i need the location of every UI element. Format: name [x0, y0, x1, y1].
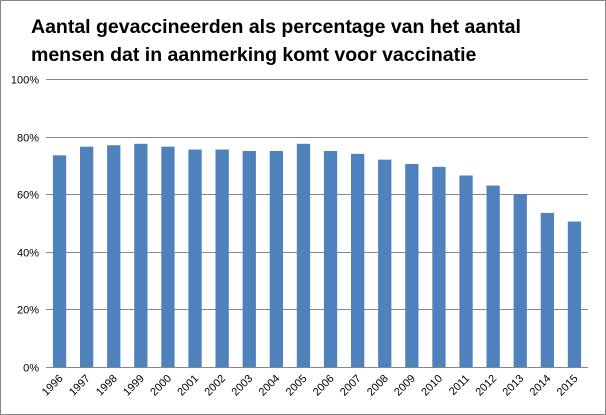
y-tick-label: 80%	[17, 133, 39, 145]
bar-2006	[323, 151, 338, 367]
bar-2001	[188, 149, 202, 367]
x-tick-label: 1999	[121, 373, 147, 399]
gridlines	[46, 79, 588, 368]
x-tick-label: 2013	[501, 373, 527, 399]
bar-2005	[296, 143, 311, 367]
bar-2003	[242, 151, 256, 367]
x-tick-label: 1998	[94, 373, 120, 399]
bar-2014	[540, 212, 554, 367]
bar-1999	[134, 143, 148, 367]
bar-2000	[161, 146, 175, 367]
y-tick-label: 100%	[11, 75, 39, 87]
y-tick-label: 20%	[17, 305, 39, 317]
x-tick-label: 1996	[40, 373, 66, 399]
y-tick-label: 60%	[17, 190, 39, 202]
bar-2013	[513, 194, 527, 367]
x-tick-label: 2008	[365, 373, 391, 399]
bar-2010	[432, 166, 446, 367]
x-tick-label: 2006	[311, 373, 337, 399]
bar-2011	[459, 175, 473, 367]
bar-2008	[378, 159, 392, 367]
x-tick-label: 2014	[528, 373, 554, 399]
chart-title: Aantal gevaccineerden als percentage van…	[31, 16, 521, 66]
x-tick-label: 2007	[338, 373, 364, 399]
x-tick-label: 2001	[175, 373, 201, 399]
x-tick-label: 2012	[473, 373, 499, 399]
bar-1996	[52, 155, 67, 367]
bar-2004	[269, 151, 283, 367]
bar-2007	[351, 153, 365, 367]
x-tick-label: 2005	[284, 373, 310, 399]
x-tick-label: 2009	[392, 373, 418, 399]
bar-2015	[567, 221, 582, 367]
x-tick-label: 2002	[202, 373, 228, 399]
bar-2012	[486, 185, 500, 367]
bar-1998	[107, 145, 121, 367]
bar-2002	[215, 149, 229, 367]
bar-1997	[80, 146, 94, 367]
x-tick-label: 2003	[230, 373, 256, 399]
x-tick-label: 2011	[447, 373, 472, 398]
x-tick-label: 2010	[419, 373, 445, 399]
bars	[52, 143, 582, 367]
x-tick-label: 2015	[555, 373, 581, 399]
x-tick-label: 1997	[67, 373, 93, 399]
y-tick-label: 0%	[23, 363, 39, 375]
x-tick-label: 2004	[257, 373, 283, 399]
x-tick-label: 2000	[148, 373, 174, 399]
bar-2009	[405, 163, 419, 367]
y-axis-labels: 0% 20% 40% 60% 80% 100%	[11, 75, 39, 375]
y-tick-label: 40%	[17, 248, 39, 260]
x-axis-labels: 1996 1997 1998 1999 2000 2001 2002 2003 2004 2005…	[40, 373, 581, 399]
